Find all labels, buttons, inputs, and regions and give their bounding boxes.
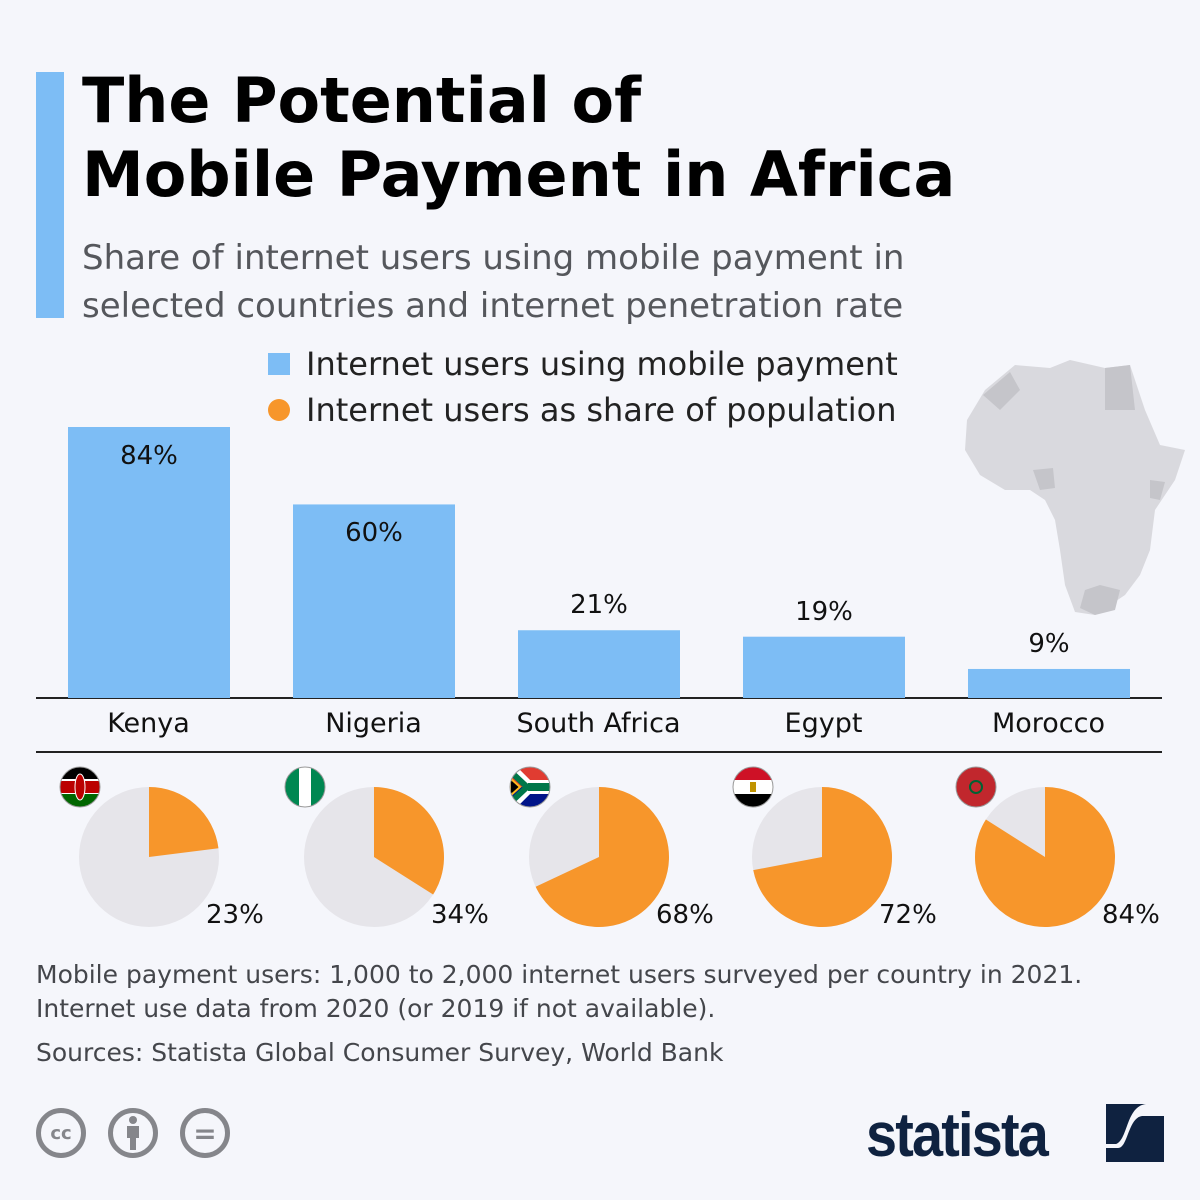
bar-data-label: 9% [1028, 628, 1070, 659]
bar-data-label: 21% [570, 590, 628, 621]
pie-charts [59, 766, 1116, 928]
accent-bar [36, 72, 64, 318]
note-line-2: Internet use data from 2020 (or 2019 if … [36, 994, 716, 1023]
subtitle-line-2: selected countries and internet penetrat… [82, 286, 904, 326]
pie-data-label: 34% [431, 900, 489, 930]
egypt-flag-icon [732, 766, 774, 808]
bar-egypt [743, 636, 905, 698]
pie-data-label: 72% [879, 900, 937, 930]
pie-data-label: 68% [656, 900, 714, 930]
bar-nigeria [293, 504, 455, 698]
bar-data-label: 60% [345, 518, 403, 549]
bar-data-label: 19% [795, 596, 853, 627]
pie-slice-egypt [753, 787, 892, 928]
subtitle-line-1: Share of internet users using mobile pay… [82, 238, 905, 278]
title-line-2: Mobile Payment in Africa [82, 138, 956, 211]
category-label: Egypt [784, 708, 863, 739]
person-icon [127, 1116, 139, 1150]
kenya-flag-icon [59, 766, 101, 808]
sources-note: Sources: Statista Global Consumer Survey… [36, 1038, 724, 1067]
legend-label: Internet users using mobile payment [306, 345, 898, 383]
pie-slice-nigeria [374, 787, 445, 895]
equals-icon-text: = [193, 1116, 217, 1150]
legend-swatch-circle [268, 399, 290, 421]
chart-subtitle: Share of internet users using mobile pay… [82, 234, 904, 330]
pie-slice-kenya [149, 787, 219, 857]
legend-label: Internet users as share of population [306, 391, 897, 429]
chart-title: The Potential of Mobile Payment in Afric… [82, 64, 955, 212]
pie-slice-south-africa [535, 787, 669, 927]
legend-swatch-square [268, 353, 290, 375]
legend-item-bar: Internet users using mobile payment [268, 345, 898, 383]
note-line-1: Mobile payment users: 1,000 to 2,000 int… [36, 960, 1083, 989]
statista-logo: statista [866, 1101, 1049, 1170]
bar-morocco [968, 668, 1130, 698]
pie-data-label: 23% [206, 900, 264, 930]
no-derivatives-icon: = [180, 1108, 230, 1158]
nigeria-flag-icon [284, 766, 326, 808]
category-label: South Africa [516, 708, 681, 739]
attribution-icon [108, 1108, 158, 1158]
bar-chart [36, 427, 1162, 753]
title-line-1: The Potential of [82, 64, 642, 137]
cc-icon: cc [36, 1108, 86, 1158]
bar-kenya [68, 427, 230, 698]
bar-data-label: 84% [120, 441, 178, 471]
statista-logo-mark-icon [1106, 1104, 1164, 1162]
category-label: Morocco [991, 708, 1106, 739]
pie-data-label: 84% [1102, 900, 1160, 930]
legend-item-pie: Internet users as share of population [268, 391, 897, 429]
pie-slice-morocco [975, 787, 1116, 927]
africa-map-icon [965, 360, 1185, 615]
cc-icon-text: cc [50, 1122, 72, 1144]
south-africa-flag-icon [509, 766, 551, 808]
category-label: Kenya [107, 708, 190, 739]
bar-south-africa [518, 630, 680, 698]
morocco-flag-icon [955, 766, 997, 808]
category-label: Nigeria [325, 708, 422, 739]
